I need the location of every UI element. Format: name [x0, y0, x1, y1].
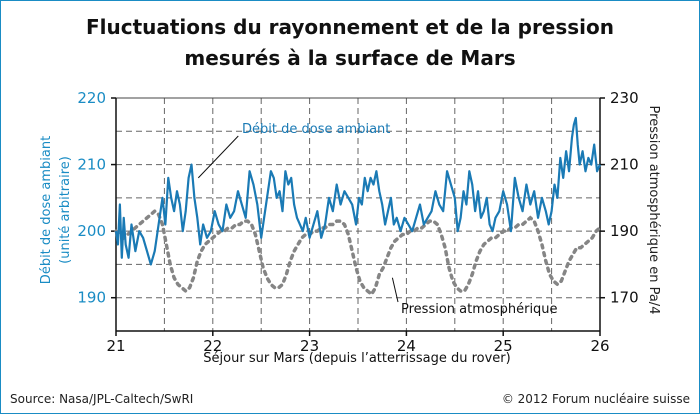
x-tick-label: 22 [203, 337, 222, 355]
y-right-tick-label: 170 [610, 289, 639, 307]
y-left-tick-label: 210 [77, 156, 106, 174]
x-tick-label: 26 [590, 337, 609, 355]
plot-area [115, 97, 601, 332]
series-layer: Débit de dose ambiant Pression atmosphéri… [114, 116, 602, 317]
series-line-pression-atmospherique [114, 208, 602, 298]
y-right-tick-label: 210 [610, 156, 639, 174]
y-axis-right-label: Pression atmosphérique en Pa/4 [646, 106, 661, 315]
y-left-tick-label: 190 [77, 289, 106, 307]
annotation-label-pressure: Pression atmosphérique [401, 302, 558, 317]
y-right-tick-label: 190 [610, 222, 639, 240]
x-axis-label: Séjour sur Mars (depuis l’atterrissage d… [203, 351, 510, 366]
y-left-tick-label: 220 [77, 89, 106, 107]
chart-title-line-1: Fluctuations du rayonnement et de la pre… [86, 15, 614, 39]
y-axis-left-label-line-1: Débit de dose ambiant [39, 136, 54, 284]
x-tick-label: 23 [300, 337, 319, 355]
x-tick-label: 21 [106, 337, 125, 355]
series-line-debit-de-dose-ambiant [114, 116, 602, 266]
annotation-label-dose: Débit de dose ambiant [242, 122, 390, 137]
x-tick-label: 25 [494, 337, 513, 355]
annotation-leader-dose [197, 135, 239, 179]
copyright-note: © 2012 Forum nucléaire suisse [502, 392, 690, 406]
annotation-leader-pressure [391, 277, 399, 303]
source-note: Source: Nasa/JPL-Caltech/SwRI [10, 392, 193, 406]
y-left-tick-label: 200 [77, 222, 106, 240]
chart-title-line-2: mesurés à la surface de Mars [184, 46, 515, 70]
y-right-tick-label: 230 [610, 89, 639, 107]
axis-ticks: 21 22 23 24 25 26 190 200 210 220 170 190 210 230 [77, 89, 638, 355]
x-tick-label: 24 [397, 337, 416, 355]
y-axis-left-label-line-2: (unité arbitraire) [58, 156, 73, 264]
